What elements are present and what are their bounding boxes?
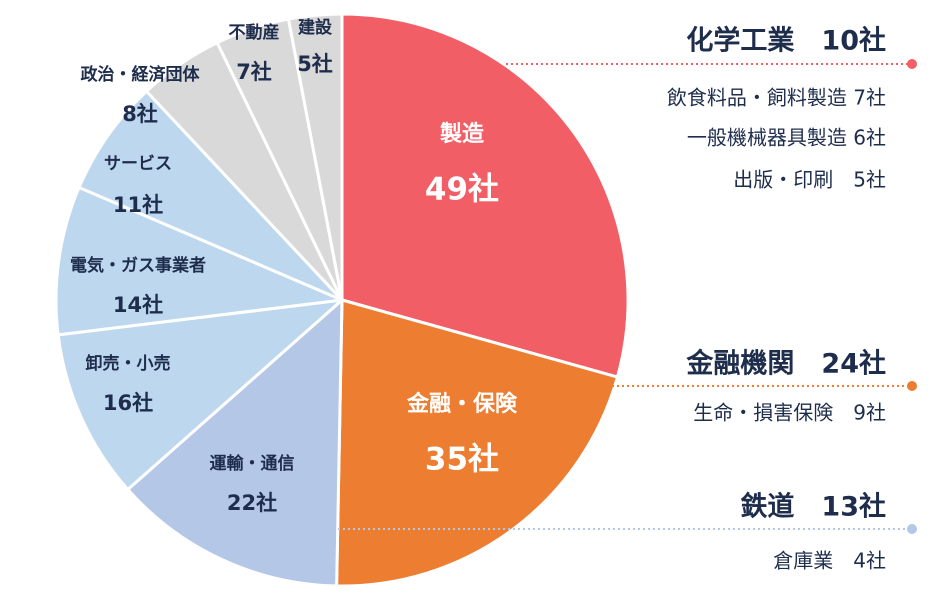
callout-item: 出版・印刷 5社 <box>733 168 886 192</box>
pie-slice <box>340 12 630 379</box>
slice-label: 卸売・小売 <box>86 353 171 374</box>
callout-dot <box>907 59 917 69</box>
callout-item: 生命・損害保険 9社 <box>693 401 886 425</box>
slice-value-label: 5社 <box>297 52 333 76</box>
callout-dot <box>907 381 917 391</box>
pie-slice <box>54 185 344 337</box>
slice-value-label: 7社 <box>236 60 272 84</box>
slice-value-label: 16社 <box>103 391 153 415</box>
slice-label: 金融・保険 <box>406 391 518 417</box>
slice-label: 建設 <box>298 17 333 38</box>
slice-value-label: 49社 <box>425 172 499 208</box>
slice-label: 製造 <box>439 121 484 147</box>
slice-value-label: 22社 <box>227 491 277 515</box>
slice-value-label: 14社 <box>113 293 163 317</box>
pie-slice <box>77 89 344 302</box>
callout-title: 金融機関 24社 <box>685 348 886 380</box>
slice-value-label: 8社 <box>122 102 158 126</box>
callout-item: 一般機械器具製造 6社 <box>687 126 886 150</box>
callout-item: 倉庫業 4社 <box>773 549 886 573</box>
slice-label: 運輸・通信 <box>210 453 295 474</box>
slice-label: 政治・経済団体 <box>81 64 201 85</box>
callout-title: 鉄道 13社 <box>740 491 886 523</box>
callout-title: 化学工業 10社 <box>686 25 886 57</box>
pie-slice <box>335 298 619 588</box>
slice-label: 電気・ガス事業者 <box>70 255 206 276</box>
pie-slice <box>287 12 344 302</box>
callout-dot <box>907 524 917 534</box>
pie-slice <box>56 298 344 491</box>
callout-item: 飲食料品・飼料製造 7社 <box>667 86 886 110</box>
pie-slice <box>126 298 344 588</box>
slice-label: サービス <box>104 154 172 174</box>
slice-value-label: 11社 <box>113 193 163 217</box>
slice-label: 不動産 <box>229 22 280 43</box>
slice-value-label: 35社 <box>425 442 499 478</box>
